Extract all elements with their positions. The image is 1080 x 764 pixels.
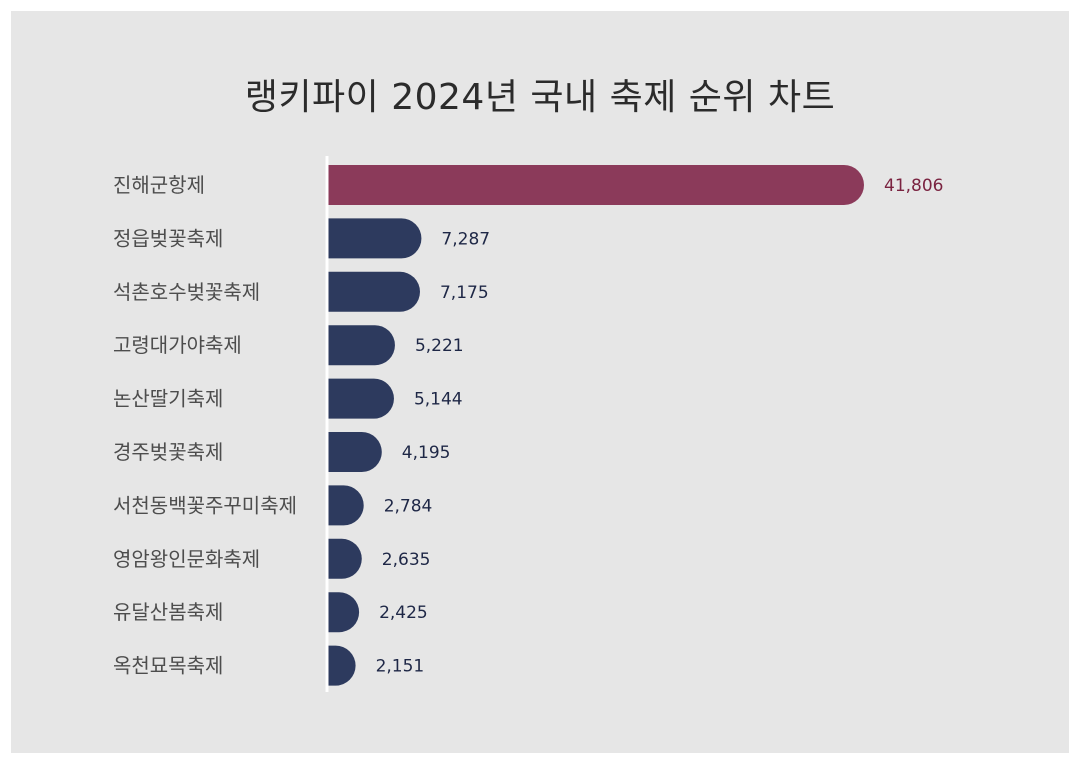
bar-2 — [328, 218, 422, 259]
category-label-2: 정읍벚꽃축제 — [113, 226, 223, 250]
value-label-7: 2,784 — [384, 496, 433, 516]
value-label-10: 2,151 — [376, 657, 425, 677]
category-label-10: 옥천묘목축제 — [113, 654, 223, 678]
value-label-5: 5,144 — [414, 390, 463, 410]
bar-5 — [328, 378, 394, 419]
category-label-9: 유달산봄축제 — [113, 600, 223, 624]
bar-6 — [328, 432, 382, 472]
value-label-6: 4,195 — [402, 443, 451, 463]
value-label-8: 2,635 — [382, 550, 431, 570]
category-label-3: 석촌호수벚꽃축제 — [113, 280, 260, 304]
value-label-9: 2,425 — [379, 603, 428, 623]
bar-3 — [328, 271, 420, 312]
category-label-1: 진해군항제 — [113, 173, 205, 197]
category-label-4: 고령대가야축제 — [113, 333, 242, 357]
bar-10 — [328, 645, 356, 686]
bar-1 — [328, 165, 864, 205]
bar-8 — [328, 538, 362, 579]
value-label-1: 41,806 — [884, 176, 943, 196]
chart-title: 랭키파이 2024년 국내 축제 순위 차트 — [244, 77, 836, 118]
chart-panel — [11, 11, 1069, 753]
category-label-7: 서천동백꽃주꾸미축제 — [113, 493, 297, 517]
category-label-6: 경주벚꽃축제 — [113, 440, 223, 464]
value-label-4: 5,221 — [415, 336, 464, 356]
bar-7 — [328, 485, 364, 526]
category-label-5: 논산딸기축제 — [113, 387, 223, 411]
category-label-8: 영암왕인문화축제 — [113, 547, 260, 571]
value-label-2: 7,287 — [441, 229, 490, 249]
value-label-3: 7,175 — [440, 283, 489, 303]
bar-4 — [328, 325, 395, 366]
bar-9 — [328, 592, 360, 633]
